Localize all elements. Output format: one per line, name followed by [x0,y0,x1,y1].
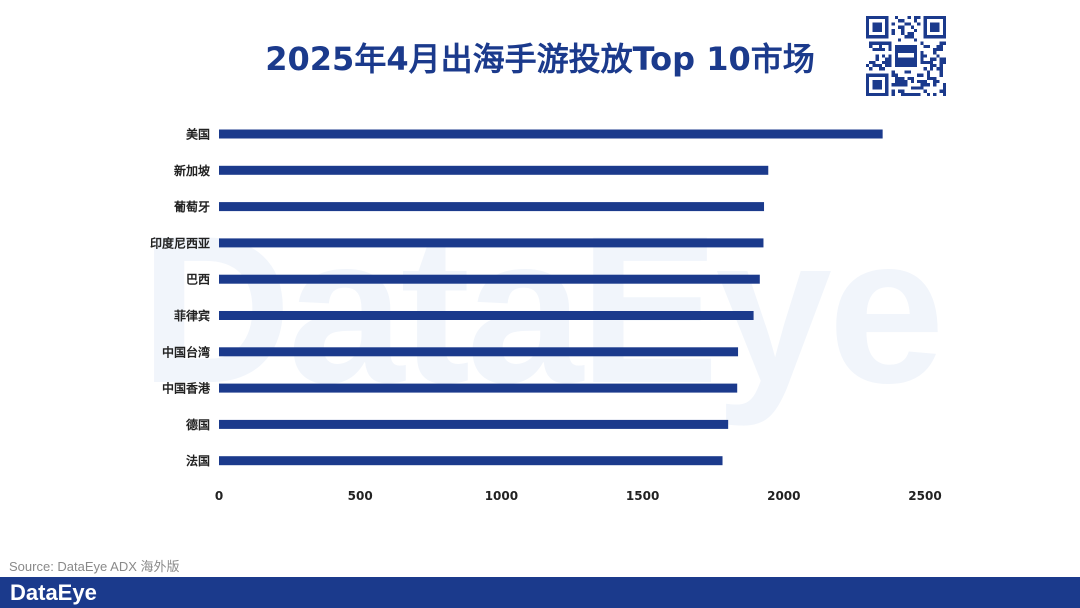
bar [219,274,760,284]
x-tick-label: 500 [348,489,373,503]
category-label: 中国台湾 [162,344,210,359]
bar [219,347,739,357]
x-tick-label: 2000 [767,489,800,503]
bar [219,202,765,212]
bar [219,129,883,139]
x-tick-label: 0 [215,489,223,503]
category-label: 美国 [186,127,210,142]
category-label: 德国 [186,417,210,432]
x-tick-label: 2500 [908,489,941,503]
category-label: 菲律宾 [174,308,210,323]
category-label: 中国香港 [162,381,211,396]
bar [219,311,754,320]
x-tick-label: 1500 [626,489,659,503]
qr-code-icon [866,16,946,96]
page-title: 2025年4月出海手游投放Top 10市场 [265,40,815,78]
bar [219,456,723,466]
category-label: 法国 [186,453,210,468]
bar [219,383,738,393]
category-label: 葡萄牙 [173,199,210,214]
footer-bar: DataEye [0,577,1080,608]
category-label: 印度尼西亚 [150,235,210,250]
bar [219,419,729,429]
x-tick-label: 1000 [485,489,518,503]
bar [219,238,764,248]
bar [219,165,769,175]
footer-logo: DataEye [10,580,97,605]
category-label: 巴西 [186,273,210,287]
source-note: Source: DataEye ADX 海外版 [9,559,180,574]
category-label: 新加坡 [174,163,211,178]
